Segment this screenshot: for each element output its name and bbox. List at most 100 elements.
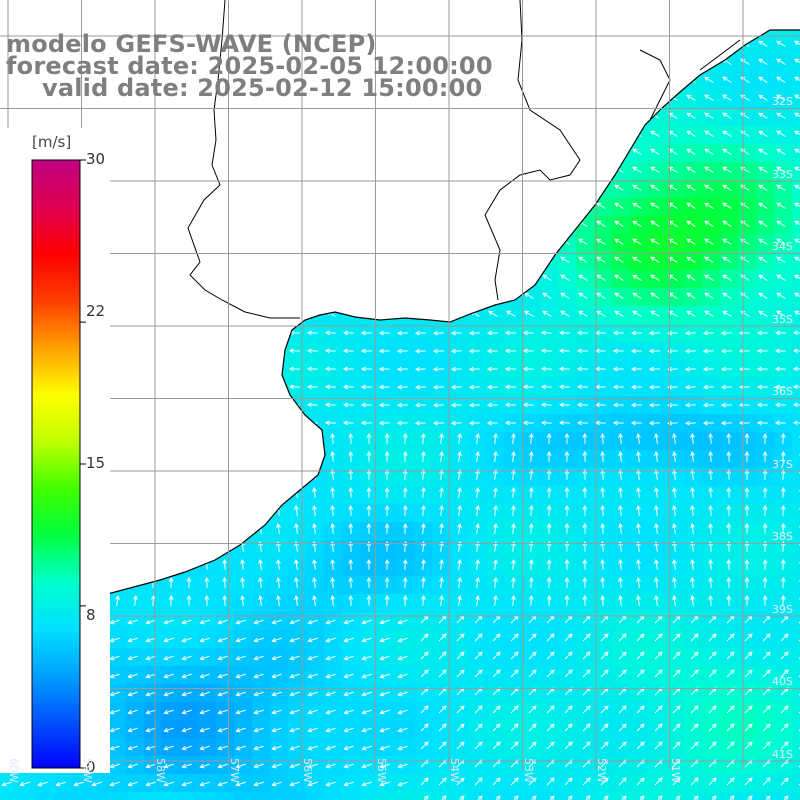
wind-arrow [582, 486, 588, 498]
wind-arrow [596, 292, 606, 299]
colorbar-step [32, 590, 80, 593]
wind-arrow [492, 669, 501, 678]
wind-arrow [432, 384, 444, 390]
wind-arrow [600, 432, 606, 444]
wind-arrow [397, 727, 408, 733]
wind-arrow [576, 384, 588, 390]
wind-arrow [720, 348, 732, 354]
colorbar-step [32, 554, 80, 557]
wind-arrow [686, 238, 696, 245]
wind-arrow [618, 651, 627, 660]
wind-arrow [794, 166, 800, 171]
wind-arrow [704, 148, 714, 155]
colorbar-step [32, 624, 80, 627]
colorbar-step [32, 392, 80, 395]
wind-arrow [560, 292, 570, 299]
colorbar-step [32, 750, 80, 753]
colorbar-step [32, 298, 80, 301]
wind-arrow [740, 292, 750, 299]
wind-arrow [432, 366, 444, 372]
wind-arrow [421, 433, 426, 444]
colorbar-step [32, 162, 80, 165]
wind-arrow [253, 781, 264, 787]
colorbar-step [32, 496, 80, 499]
colorbar-step [32, 338, 80, 341]
colorbar-step [32, 628, 80, 631]
colorbar-step [32, 622, 80, 625]
wind-arrow [235, 637, 246, 643]
wind-arrow [578, 256, 588, 263]
colorbar-step [32, 460, 80, 463]
speed-cell [792, 108, 800, 127]
wind-arrow [780, 576, 786, 588]
colorbar-step [32, 294, 80, 297]
wind-arrow [307, 763, 318, 769]
wind-arrow [612, 402, 624, 408]
land-area [0, 0, 800, 614]
wind-arrow [630, 420, 642, 426]
wind-arrow [762, 504, 768, 516]
colorbar-step [32, 250, 80, 253]
wind-arrow [540, 384, 552, 390]
wind-arrow [708, 741, 717, 750]
wind-arrow [330, 504, 335, 516]
colorbar-step [32, 282, 80, 285]
wind-arrow [240, 577, 245, 588]
wind-arrow [127, 619, 138, 625]
colorbar-step [32, 386, 80, 389]
colorbar-step [32, 756, 80, 759]
wind-arrow [650, 292, 660, 299]
wind-arrow [708, 633, 717, 642]
wind-arrow [306, 366, 318, 372]
colorbar-step [32, 258, 80, 261]
wind-arrow [564, 723, 573, 732]
colorbar-step [32, 664, 80, 667]
colorbar-step [32, 184, 80, 187]
wind-arrow [654, 577, 659, 588]
wind-arrow [600, 777, 609, 786]
wind-arrow [686, 274, 696, 281]
wind-arrow [181, 655, 192, 661]
wind-arrow [312, 577, 317, 588]
wind-arrow [792, 420, 800, 426]
colorbar-step [32, 262, 80, 265]
wind-arrow [720, 420, 732, 426]
wind-arrow [648, 384, 660, 390]
wind-arrow [564, 705, 573, 714]
wind-arrow [204, 594, 210, 606]
wind-arrow [271, 745, 282, 751]
colorbar-step [32, 416, 80, 419]
colorbar-step [32, 424, 80, 427]
wind-arrow [511, 595, 516, 606]
wind-arrow [780, 651, 789, 660]
colorbar-step [32, 610, 80, 613]
wind-arrow [684, 366, 696, 372]
wind-arrow [492, 723, 501, 732]
wind-arrow [366, 504, 372, 516]
wind-arrow [276, 559, 281, 570]
wind-arrow [474, 669, 483, 678]
wind-arrow [546, 522, 552, 534]
speed-cell [378, 792, 397, 800]
wind-arrow [558, 384, 570, 390]
wind-arrow [672, 451, 677, 462]
wind-arrow [366, 522, 372, 534]
colorbar-step [32, 248, 80, 251]
speed-cell [0, 792, 19, 800]
wind-arrow [528, 468, 534, 480]
colorbar-step [32, 658, 80, 661]
wind-arrow [648, 420, 660, 426]
wind-arrow [564, 669, 573, 678]
wind-arrow [366, 486, 372, 498]
wind-arrow [379, 619, 390, 625]
wind-arrow [738, 366, 750, 372]
wind-arrow [762, 723, 771, 732]
wind-arrow [325, 619, 336, 625]
wind-arrow [780, 705, 789, 714]
wind-arrow [672, 577, 677, 588]
speed-cell [792, 162, 800, 181]
wind-arrow [511, 451, 516, 462]
wind-arrow [600, 723, 609, 732]
speed-cell [450, 792, 469, 800]
wind-arrow [740, 94, 750, 101]
